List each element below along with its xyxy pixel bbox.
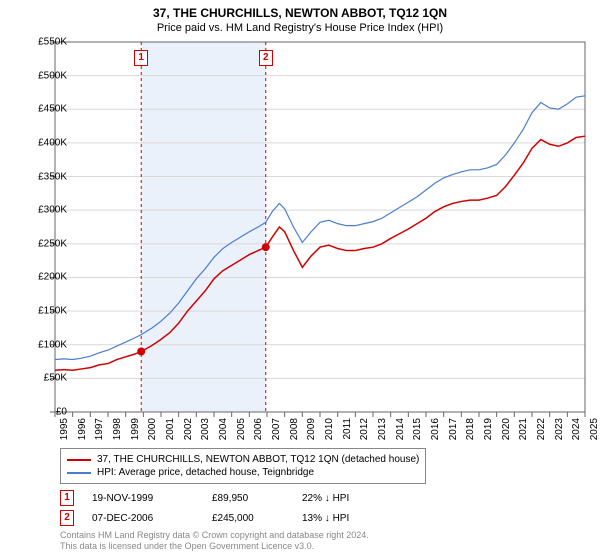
x-tick-label: 1997 xyxy=(94,418,105,440)
y-tick-label: £0 xyxy=(56,407,67,418)
sale-marker-box: 2 xyxy=(259,50,273,66)
chart-area xyxy=(55,42,585,412)
transaction-row: 2 07-DEC-2006 £245,000 13% ↓ HPI xyxy=(60,508,392,528)
x-tick-label: 2015 xyxy=(412,418,423,440)
x-tick-label: 2020 xyxy=(501,418,512,440)
transaction-price: £89,950 xyxy=(212,493,302,504)
x-tick-label: 2004 xyxy=(218,418,229,440)
x-tick-label: 2003 xyxy=(200,418,211,440)
transaction-date: 19-NOV-1999 xyxy=(92,493,212,504)
transaction-marker: 1 xyxy=(60,490,74,506)
x-tick-label: 1999 xyxy=(130,418,141,440)
x-tick-label: 1996 xyxy=(77,418,88,440)
x-tick-label: 2002 xyxy=(183,418,194,440)
y-tick-label: £550K xyxy=(38,37,67,48)
x-tick-label: 2011 xyxy=(342,418,353,440)
x-tick-label: 1998 xyxy=(112,418,123,440)
y-tick-label: £50K xyxy=(44,373,67,384)
x-tick-label: 2013 xyxy=(377,418,388,440)
x-tick-label: 2018 xyxy=(465,418,476,440)
y-tick-label: £250K xyxy=(38,238,67,249)
chart-title: 37, THE CHURCHILLS, NEWTON ABBOT, TQ12 1… xyxy=(0,0,600,20)
y-tick-label: £100K xyxy=(38,339,67,350)
x-tick-label: 2012 xyxy=(359,418,370,440)
x-tick-label: 2023 xyxy=(554,418,565,440)
transaction-row: 1 19-NOV-1999 £89,950 22% ↓ HPI xyxy=(60,488,392,508)
chart-svg xyxy=(55,42,585,412)
y-tick-label: £400K xyxy=(38,137,67,148)
transaction-diff: 13% ↓ HPI xyxy=(302,513,392,524)
transaction-date: 07-DEC-2006 xyxy=(92,513,212,524)
x-tick-label: 2007 xyxy=(271,418,282,440)
x-tick-label: 2014 xyxy=(395,418,406,440)
x-tick-label: 2021 xyxy=(518,418,529,440)
y-tick-label: £450K xyxy=(38,104,67,115)
x-tick-label: 2008 xyxy=(289,418,300,440)
chart-container: 37, THE CHURCHILLS, NEWTON ABBOT, TQ12 1… xyxy=(0,0,600,560)
x-tick-label: 2024 xyxy=(571,418,582,440)
sale-marker-box: 1 xyxy=(134,50,148,66)
x-tick-label: 2000 xyxy=(147,418,158,440)
x-tick-label: 2010 xyxy=(324,418,335,440)
x-tick-label: 2001 xyxy=(165,418,176,440)
x-tick-label: 2025 xyxy=(589,418,600,440)
transaction-price: £245,000 xyxy=(212,513,302,524)
y-tick-label: £500K xyxy=(38,70,67,81)
footer-line2: This data is licensed under the Open Gov… xyxy=(60,541,369,552)
transaction-diff: 22% ↓ HPI xyxy=(302,493,392,504)
legend: 37, THE CHURCHILLS, NEWTON ABBOT, TQ12 1… xyxy=(60,448,426,484)
x-tick-label: 1995 xyxy=(59,418,70,440)
x-tick-label: 2022 xyxy=(536,418,547,440)
y-tick-label: £150K xyxy=(38,306,67,317)
x-tick-label: 2009 xyxy=(306,418,317,440)
x-tick-label: 2016 xyxy=(430,418,441,440)
chart-subtitle: Price paid vs. HM Land Registry's House … xyxy=(0,20,600,38)
legend-item-hpi: HPI: Average price, detached house, Teig… xyxy=(67,466,419,479)
legend-swatch-subject xyxy=(67,459,91,461)
y-tick-label: £300K xyxy=(38,205,67,216)
y-tick-label: £350K xyxy=(38,171,67,182)
x-tick-label: 2019 xyxy=(483,418,494,440)
footer: Contains HM Land Registry data © Crown c… xyxy=(60,530,369,552)
legend-swatch-hpi xyxy=(67,472,91,474)
legend-label-subject: 37, THE CHURCHILLS, NEWTON ABBOT, TQ12 1… xyxy=(97,454,419,465)
y-tick-label: £200K xyxy=(38,272,67,283)
legend-item-subject: 37, THE CHURCHILLS, NEWTON ABBOT, TQ12 1… xyxy=(67,453,419,466)
transaction-table: 1 19-NOV-1999 £89,950 22% ↓ HPI 2 07-DEC… xyxy=(60,488,392,528)
footer-line1: Contains HM Land Registry data © Crown c… xyxy=(60,530,369,541)
x-tick-label: 2005 xyxy=(236,418,247,440)
x-tick-label: 2006 xyxy=(253,418,264,440)
x-tick-label: 2017 xyxy=(448,418,459,440)
legend-label-hpi: HPI: Average price, detached house, Teig… xyxy=(97,467,314,478)
transaction-marker: 2 xyxy=(60,510,74,526)
